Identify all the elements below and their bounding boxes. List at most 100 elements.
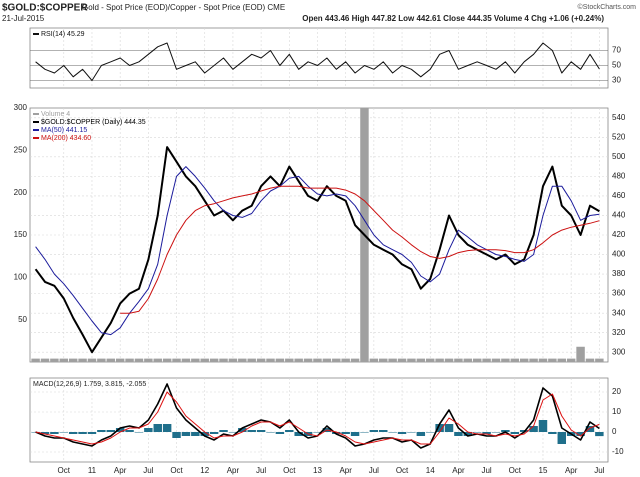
bar [68,432,78,434]
bar [209,358,219,362]
bar [247,430,256,432]
bar [134,358,144,362]
bar [238,428,247,432]
bar [97,358,106,362]
x-tick-label: 15 [539,466,548,475]
bar [228,432,238,433]
bar [200,432,209,436]
line [120,185,600,314]
line [35,42,600,81]
bar [275,432,285,434]
bar [510,358,520,362]
bar [566,358,576,362]
line [34,146,600,354]
bar [153,424,162,432]
bar [548,432,557,434]
legend-label: Volume 4 [41,111,70,118]
y-tick-label: 480 [612,171,626,180]
bar [538,358,548,362]
y-tick-label: 300 [612,347,626,356]
x-tick-label: Apr [565,466,578,475]
bar [379,430,388,432]
bar [416,432,426,436]
bar [529,358,538,362]
bar [444,358,454,362]
bar [115,358,125,362]
bar [31,358,40,362]
bar [59,432,69,433]
bar [435,358,444,362]
y-tick-label: 30 [612,76,621,85]
y-tick-label: -10 [612,447,624,456]
y-tick-label: 340 [612,308,626,317]
bar [172,432,181,438]
bar [585,426,595,432]
x-tick-label: Jul [143,466,153,475]
bar [350,432,360,436]
legend-label: MA(50) 441.15 [41,127,87,134]
bar [59,358,69,362]
bar [379,358,388,362]
x-tick-label: 14 [426,466,435,475]
bar [407,432,416,433]
bar [350,358,360,362]
x-tick-label: Jul [481,466,491,475]
bar [444,424,454,432]
bar [426,432,435,433]
x-tick-label: Apr [114,466,127,475]
legend-label: RSI(14) 45.29 [41,31,85,38]
y-tick-label: 500 [612,152,626,161]
bar [266,358,275,362]
bar [454,358,463,362]
bar [576,432,585,436]
bar [40,358,50,362]
y2-tick-label: 200 [14,188,28,197]
bar [416,358,426,362]
bar [397,358,407,362]
bar [238,358,247,362]
bar [341,432,350,434]
bar [106,430,115,432]
bar [266,432,275,433]
bar [482,432,491,434]
bar [191,358,200,362]
bar [162,358,172,362]
bar [78,432,87,434]
bar [247,358,256,362]
bar [407,358,416,362]
y-tick-label: 50 [612,61,621,70]
bar [472,358,482,362]
bar [162,424,172,432]
bar [106,358,115,362]
x-tick-label: 12 [200,466,209,475]
y-tick-label: 540 [612,113,626,122]
x-tick-label: Jul [594,466,604,475]
bar [144,428,153,432]
bar [360,432,369,433]
bar [125,358,134,362]
bar [501,358,510,362]
y-tick-label: 70 [612,46,621,55]
x-tick-label: Oct [396,466,409,475]
x-tick-label: Oct [170,466,183,475]
line [35,391,600,445]
bar [538,420,548,432]
y-tick-label: 420 [612,230,626,239]
bar [50,358,59,362]
y-tick-label: 320 [612,328,626,337]
y-tick-label: 520 [612,132,626,141]
bar [585,358,595,362]
y-tick-label: 400 [612,250,626,259]
bar [369,430,379,432]
x-tick-label: Jul [369,466,379,475]
bar [181,358,191,362]
bar [50,432,59,434]
bar [78,358,87,362]
bar [388,358,397,362]
bar [341,358,350,362]
bar [557,358,567,362]
x-tick-label: Oct [509,466,522,475]
bar [313,432,322,433]
y-tick-label: 380 [612,269,626,278]
bar [454,432,463,436]
